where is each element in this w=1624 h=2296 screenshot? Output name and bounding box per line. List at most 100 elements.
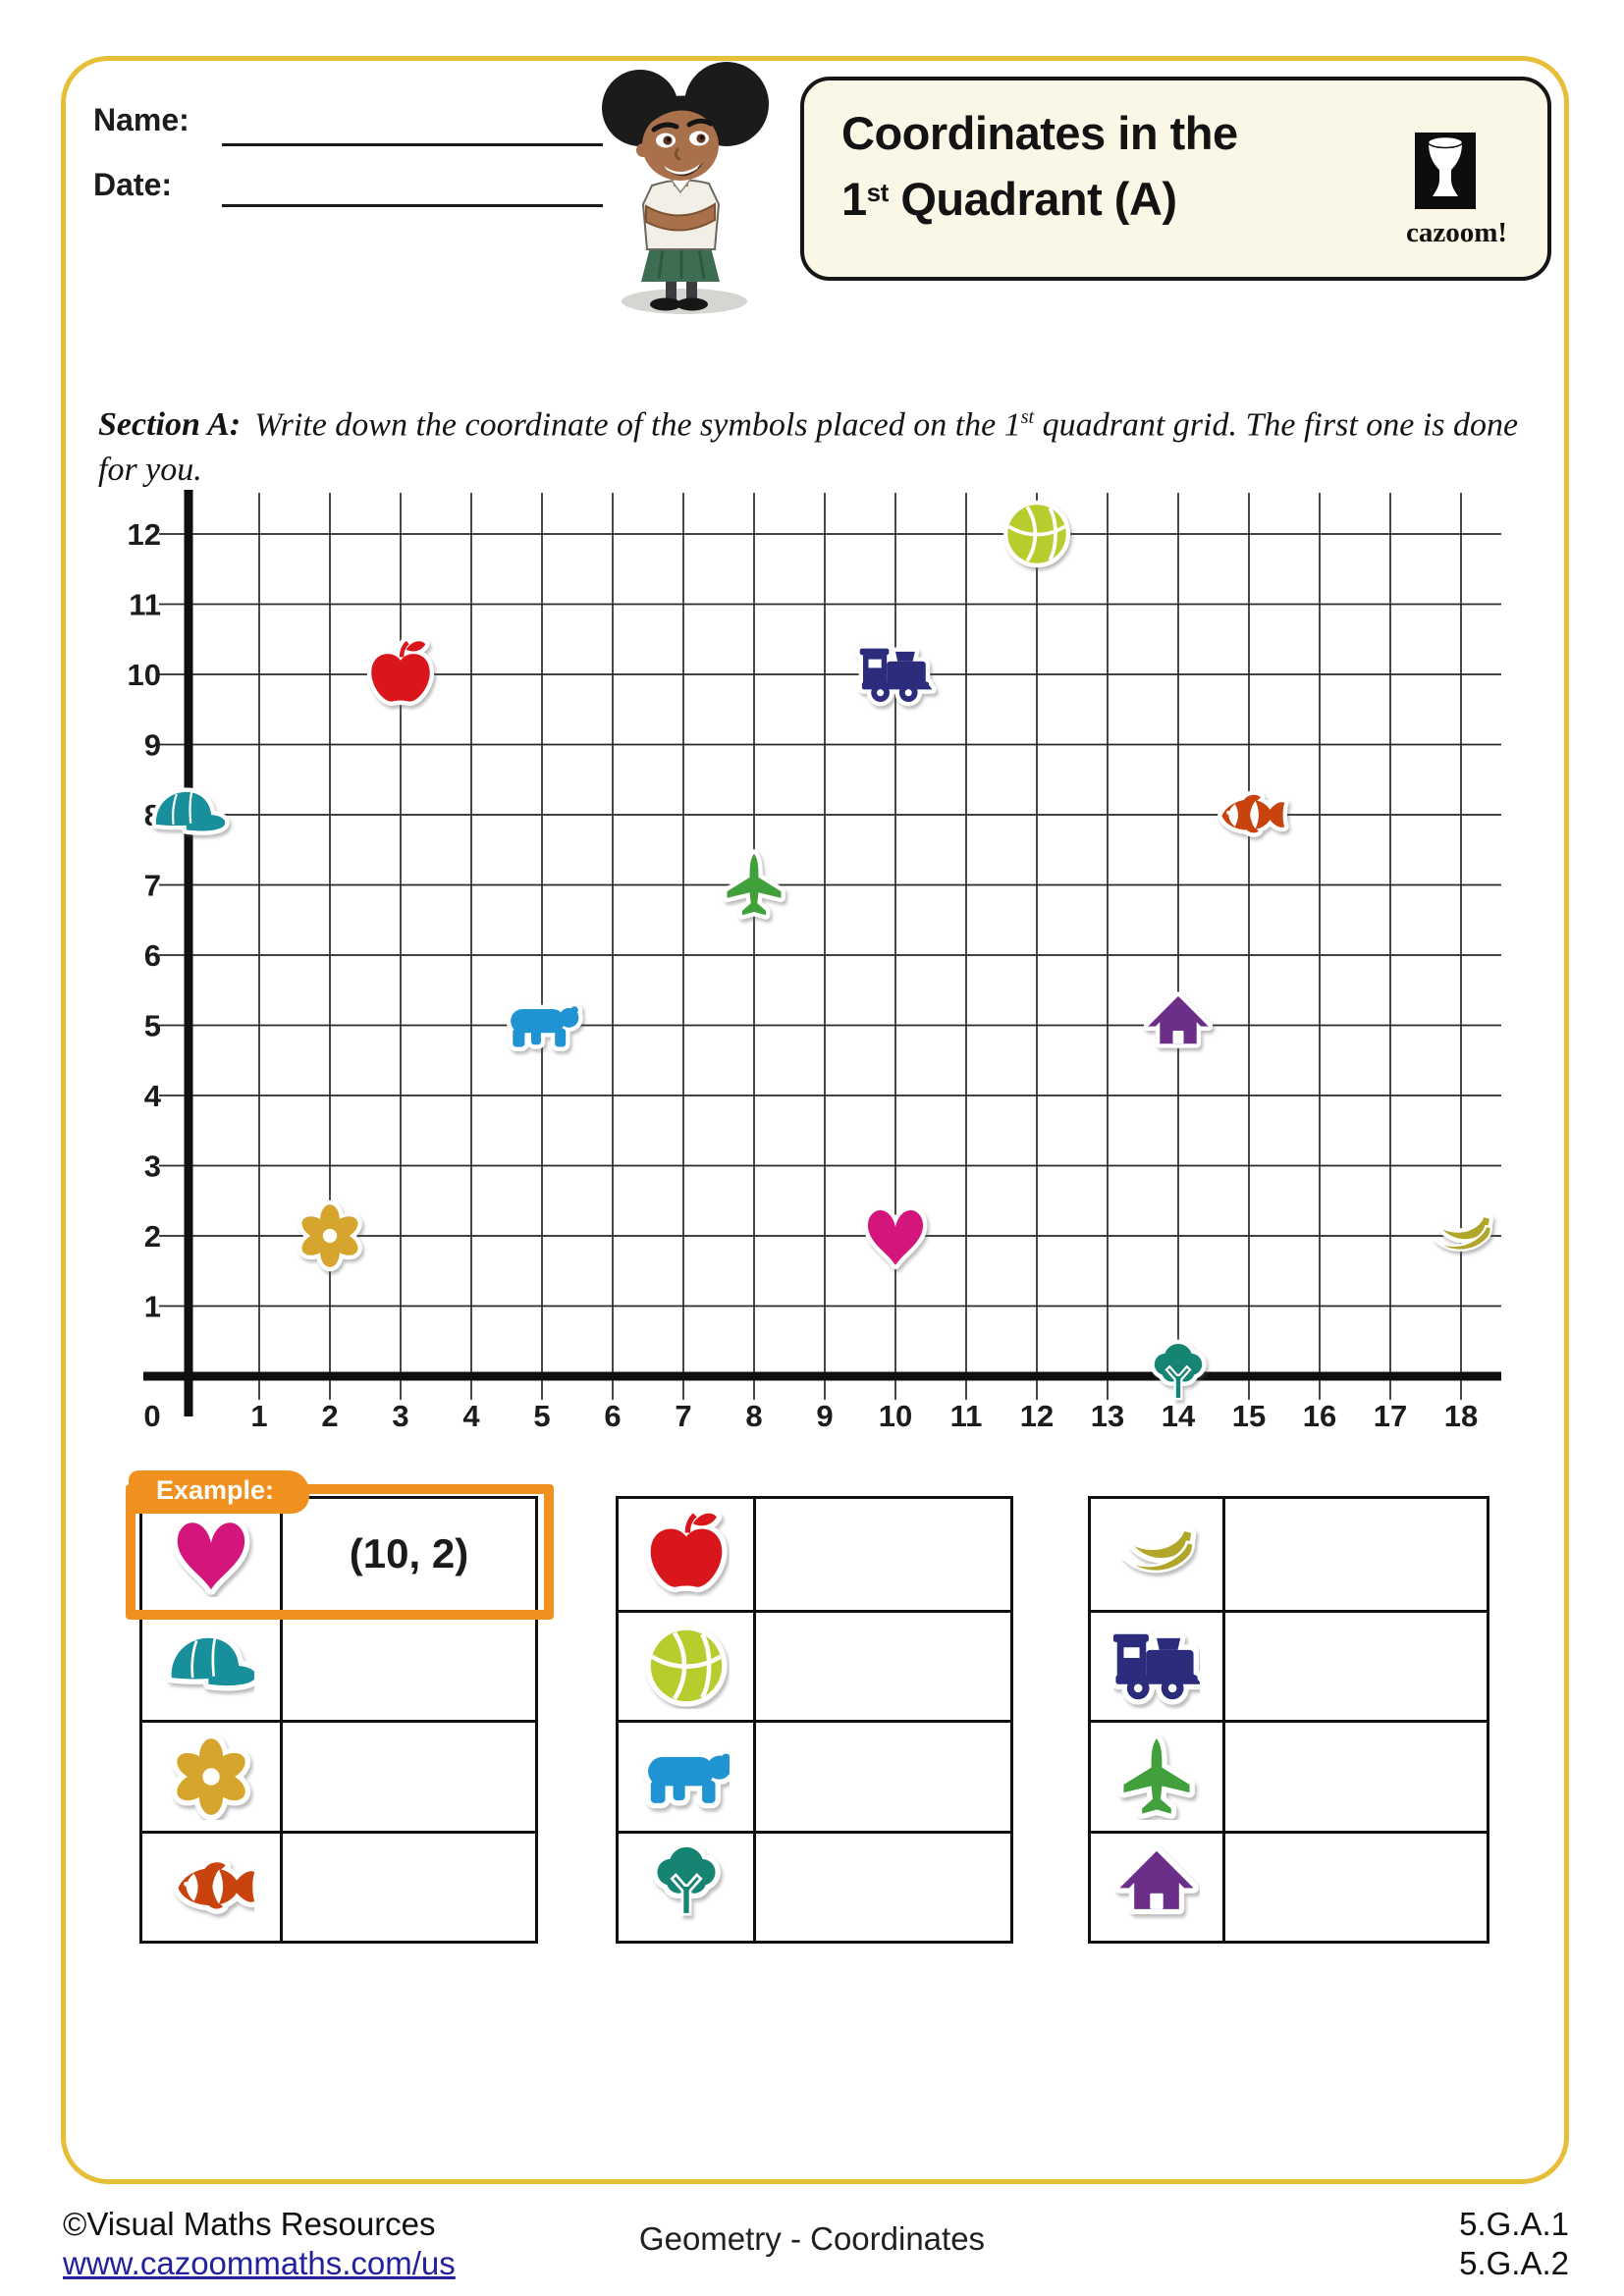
x-axis-label: 1 — [250, 1399, 267, 1433]
heart-icon — [142, 1499, 283, 1610]
x-axis-label: 14 — [1162, 1399, 1196, 1433]
x-axis-label: 17 — [1374, 1399, 1407, 1433]
grid-symbol-basketball — [1007, 505, 1065, 562]
airplane-icon — [1091, 1723, 1225, 1831]
website-link[interactable]: www.cazoommaths.com/us — [63, 2245, 456, 2281]
x-axis-label: 0 — [143, 1399, 160, 1433]
page-title: Coordinates in the 1st Quadrant (A) — [841, 107, 1238, 225]
grid-symbol-house — [1148, 996, 1209, 1043]
table-row-house — [1091, 1830, 1487, 1942]
answer-cell-house[interactable] — [1225, 1834, 1487, 1942]
table-row-basketball — [619, 1609, 1010, 1721]
x-axis-label: 18 — [1444, 1399, 1478, 1433]
x-axis-label: 12 — [1020, 1399, 1054, 1433]
x-axis-label: 16 — [1303, 1399, 1336, 1433]
grid-axis-labels: 0 1 2 3 4 5 6 7 8 9 10 11 12 13 14 15 16 17 18123456789101… — [128, 517, 1479, 1433]
table-row-apple — [619, 1499, 1010, 1610]
x-axis-label: 4 — [462, 1399, 480, 1433]
answer-cell-airplane[interactable] — [1225, 1723, 1487, 1831]
apple-icon — [619, 1499, 756, 1610]
answer-cell-tree[interactable] — [756, 1834, 1010, 1942]
copyright-text: ©Visual Maths Resources — [63, 2206, 436, 2242]
x-axis-label: 13 — [1091, 1399, 1124, 1433]
fish-icon — [142, 1833, 283, 1941]
footer-left: ©Visual Maths Resources www.cazoommaths.… — [63, 2205, 456, 2283]
footer-standards: 5.G.A.1 5.G.A.2 — [1459, 2205, 1569, 2283]
name-input-line[interactable] — [222, 143, 603, 146]
bear-icon — [619, 1723, 756, 1831]
table-row-tree — [619, 1830, 1010, 1942]
answer-table-3 — [1088, 1496, 1489, 1944]
basketball-icon — [619, 1612, 756, 1720]
answer-cell-train[interactable] — [1225, 1613, 1487, 1721]
answer-cell-apple[interactable] — [756, 1499, 1010, 1610]
y-axis-label: 5 — [144, 1009, 161, 1043]
standard-code-1: 5.G.A.1 — [1459, 2206, 1569, 2242]
table-row-heart: (10, 2) — [142, 1499, 535, 1610]
standard-code-2: 5.G.A.2 — [1459, 2245, 1569, 2281]
answer-table-2 — [616, 1496, 1013, 1944]
coordinate-grid: 0 1 2 3 4 5 6 7 8 9 10 11 12 13 14 15 16 17 18123456789101… — [128, 490, 1501, 1433]
x-axis-label: 7 — [675, 1399, 691, 1433]
x-axis-label: 8 — [745, 1399, 762, 1433]
grid-axes — [143, 490, 1501, 1416]
y-axis-label: 3 — [144, 1149, 161, 1184]
grid-symbol-cap — [156, 792, 225, 831]
date-input-line[interactable] — [222, 204, 603, 207]
grid-symbol-train — [860, 649, 933, 702]
logo-text: cazoom! — [1406, 217, 1508, 248]
x-axis-label: 15 — [1232, 1399, 1266, 1433]
table-row-fish — [142, 1830, 535, 1942]
table-row-flower — [142, 1720, 535, 1831]
title-box: Coordinates in the 1st Quadrant (A) cazo… — [800, 77, 1551, 281]
y-axis-label: 11 — [129, 588, 161, 622]
banana-icon — [1091, 1499, 1225, 1610]
section-instruction: Section A: Write down the coordinate of t… — [98, 406, 1519, 489]
y-axis-label: 1 — [144, 1290, 161, 1324]
x-axis-label: 11 — [950, 1399, 983, 1433]
grid-symbol-fish — [1222, 795, 1285, 833]
answer-cell-fish[interactable] — [283, 1834, 535, 1942]
grid-symbol-bear — [511, 1006, 578, 1046]
x-axis-label: 3 — [392, 1399, 408, 1433]
drum-icon — [1415, 133, 1476, 209]
table-row-cap — [142, 1609, 535, 1721]
grid-symbol-tree — [1155, 1344, 1202, 1399]
answer-table-1: (10, 2) — [139, 1496, 538, 1944]
grid-lines — [159, 493, 1501, 1400]
grid-symbol-banana — [1433, 1217, 1490, 1250]
answer-cell-basketball[interactable] — [756, 1613, 1010, 1721]
x-axis-label: 6 — [604, 1399, 621, 1433]
y-axis-label: 4 — [144, 1079, 162, 1113]
y-axis-label: 10 — [128, 658, 161, 692]
table-row-bear — [619, 1720, 1010, 1831]
y-axis-label: 2 — [144, 1219, 161, 1254]
y-axis-label: 12 — [128, 517, 161, 552]
tree-icon — [619, 1833, 756, 1941]
table-row-banana — [1091, 1499, 1487, 1610]
cazoom-logo: cazoom! — [1406, 132, 1508, 249]
grid-symbol-flower — [298, 1204, 361, 1267]
x-axis-label: 2 — [321, 1399, 338, 1433]
train-icon — [1091, 1612, 1225, 1720]
footer-topic: Geometry - Coordinates — [638, 2220, 986, 2257]
name-label: Name: — [93, 102, 189, 137]
table-row-train — [1091, 1609, 1487, 1721]
girl-illustration — [602, 62, 769, 314]
answer-cell-flower[interactable] — [283, 1723, 535, 1831]
cap-icon — [142, 1612, 283, 1720]
answer-cell-bear[interactable] — [756, 1723, 1010, 1831]
answer-cell-banana[interactable] — [1225, 1499, 1487, 1610]
answer-cell-cap[interactable] — [283, 1613, 535, 1721]
y-axis-label: 6 — [144, 938, 161, 973]
grid-symbol-heart — [868, 1210, 923, 1265]
grid-symbols — [156, 505, 1491, 1399]
example-answer: (10, 2) — [349, 1530, 469, 1577]
x-axis-label: 5 — [533, 1399, 550, 1433]
x-axis-label: 9 — [816, 1399, 833, 1433]
grid-symbol-apple — [371, 641, 430, 702]
date-label: Date: — [93, 167, 173, 202]
table-row-airplane — [1091, 1720, 1487, 1831]
flower-icon — [142, 1723, 283, 1831]
